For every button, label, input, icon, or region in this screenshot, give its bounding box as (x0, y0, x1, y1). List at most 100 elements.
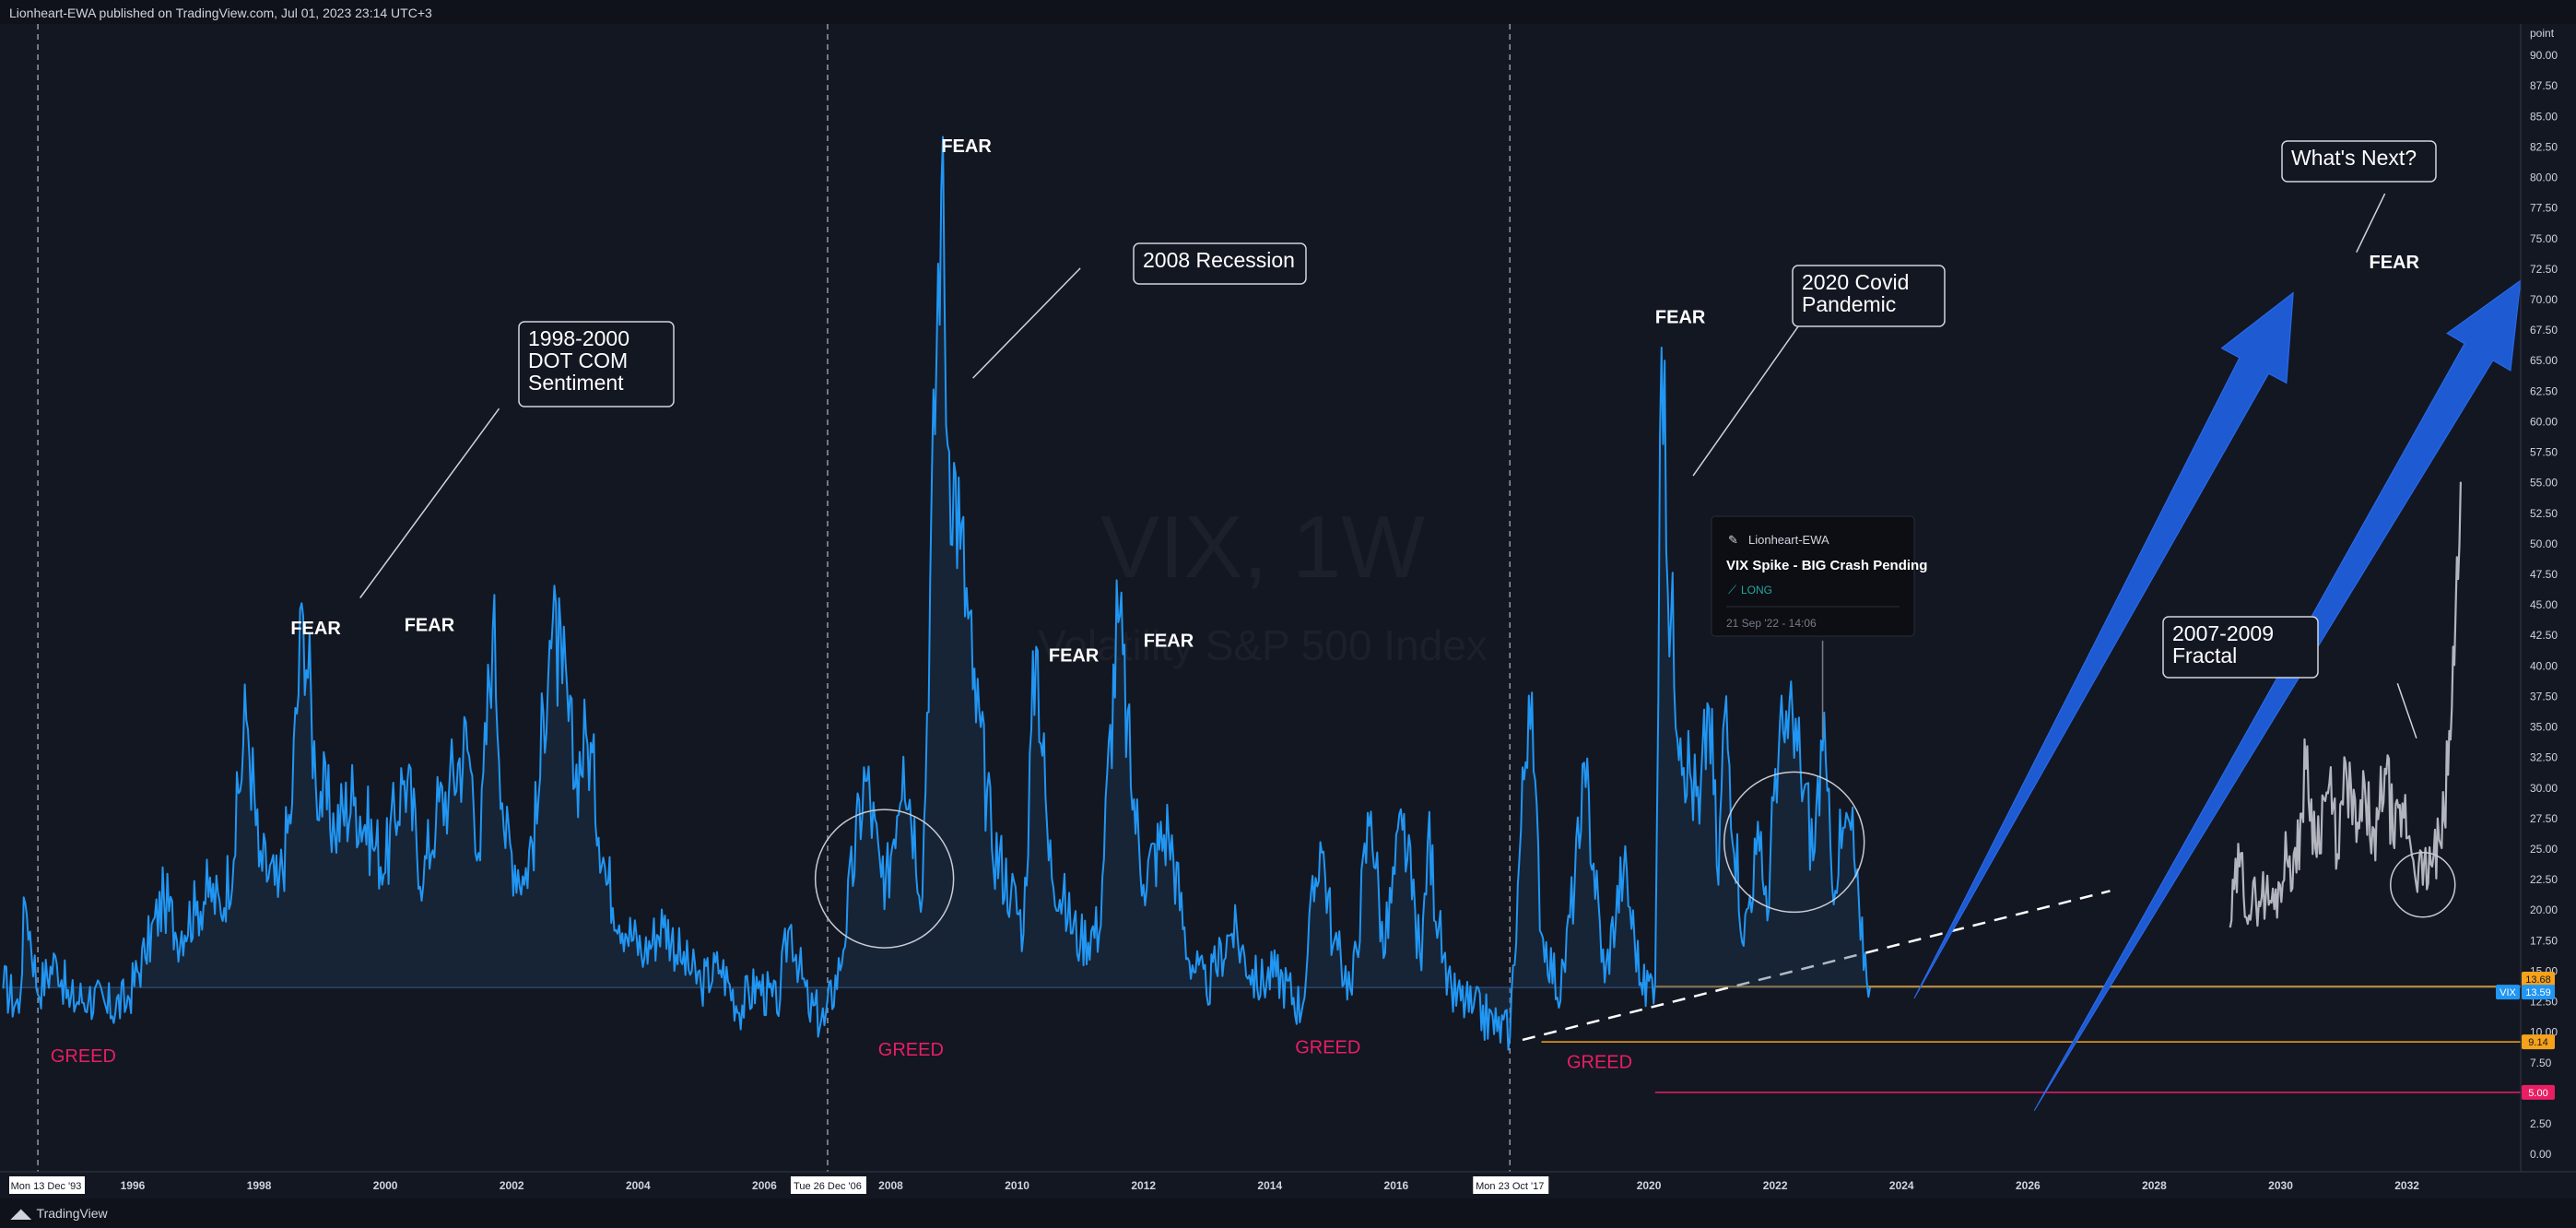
greed-label-7: GREED (51, 1046, 116, 1067)
idea-date: 21 Sep '22 - 14:06 (1726, 617, 1817, 630)
x-tick-2006: 2006 (752, 1179, 777, 1192)
price-label-13-68: 13.68 (2525, 974, 2551, 986)
x-tick-2010: 2010 (1005, 1179, 1029, 1192)
callout-text-0-1: DOT COM (528, 348, 628, 372)
x-tick-1996: 1996 (121, 1179, 146, 1192)
price-label-9-14-bg (2522, 1034, 2555, 1050)
trend-line-dashed (1522, 890, 2111, 1042)
callout-box-1[interactable] (1133, 242, 1307, 285)
y-tick-21: 52.50 (2530, 507, 2558, 520)
watermark-description: Volatility S&P 500 Index (1038, 621, 1488, 669)
y-tick-22: 55.00 (2530, 477, 2558, 490)
idea-author: Lionheart-EWA (1748, 533, 1829, 547)
price-axis[interactable]: 0.002.505.007.5010.0012.5015.0017.5020.0… (2496, 24, 2576, 1172)
y-tick-10: 25.00 (2530, 843, 2558, 856)
x-tick-2014: 2014 (1257, 1179, 1282, 1192)
x-tick-2030: 2030 (2268, 1179, 2293, 1192)
greed-label-8: GREED (878, 1040, 944, 1060)
idea-card[interactable]: ✎ Lionheart-EWA VIX Spike - BIG Crash Pend… (1711, 515, 1927, 637)
callout-text-2-0: 2020 Covid (1802, 270, 1909, 294)
fear-label-3: FEAR (1049, 645, 1100, 666)
greed-label-10: GREED (1567, 1052, 1632, 1072)
time-axis[interactable]: 1996 1998 2000 2002 2004 2006 2008 2010 2012 2014… (0, 1171, 2576, 1198)
y-tick-0: 0.00 (2530, 1148, 2552, 1161)
idea-title: VIX Spike - BIG Crash Pending (1726, 558, 1927, 573)
y-tick-13: 32.50 (2530, 751, 2558, 764)
fear-label-4: FEAR (1144, 631, 1194, 651)
y-tick-25: 62.50 (2530, 384, 2558, 397)
y-tick-31: 77.50 (2530, 202, 2558, 215)
callout-text-4-0: 2007-2009 (2172, 621, 2274, 645)
date-separator-lines (37, 24, 1511, 1172)
circle-2022-base (1723, 771, 1865, 914)
y-tick-12: 30.00 (2530, 782, 2558, 795)
y-tick-16: 40.00 (2530, 659, 2558, 672)
x-tick-2022: 2022 (1763, 1179, 1788, 1192)
vix-chart[interactable]: VIX, 1W Volatility S&P 500 Index FEAR FEA… (0, 24, 2576, 1198)
x-tick-1998: 1998 (247, 1179, 272, 1192)
y-tick-17: 42.50 (2530, 629, 2558, 642)
price-label-5-00-bg (2522, 1084, 2555, 1100)
y-tick-36: 90.00 (2530, 49, 2558, 62)
fear-label-0: FEAR (290, 619, 341, 639)
fractal-series-line (2229, 481, 2462, 928)
vix-series-line (2, 136, 1871, 1051)
vix-tag-bg (2496, 985, 2520, 1000)
callout-text-1-0: 2008 Recession (1143, 248, 1295, 272)
x-tick-2028: 2028 (2142, 1179, 2167, 1192)
footer-bar: ◢◣ TradingView (0, 1198, 2576, 1228)
idea-tag: LONG (1741, 584, 1772, 596)
x-tick-2020: 2020 (1637, 1179, 1662, 1192)
price-label-13-68-bg (2522, 971, 2555, 986)
callout-box-3[interactable] (2281, 140, 2437, 183)
greed-label-9: GREED (1295, 1038, 1360, 1058)
vix-tag-label: VIX (2500, 987, 2516, 998)
circle-2008-base (814, 809, 955, 949)
circle-fractal-base (2390, 852, 2456, 918)
price-lines (3, 890, 2521, 1093)
y-tick-20: 50.00 (2530, 537, 2558, 550)
y-tick-33: 82.50 (2530, 140, 2558, 153)
date-marker-2: Mon 23 Oct '17 (1476, 1181, 1544, 1192)
fear-label-6: FEAR (2369, 253, 2419, 273)
labels-layer: FEAR FEAR FEAR FEAR FEAR FEAR FEAR GREED GREED GR… (51, 136, 2420, 1072)
y-tick-32: 80.00 (2530, 171, 2558, 184)
callout-text-0-0: 1998-2000 (528, 326, 629, 350)
arrow-up-left (1913, 291, 2294, 999)
y-tick-7: 17.50 (2530, 934, 2558, 947)
y-tick-23: 57.50 (2530, 446, 2558, 459)
idea-tag-icon: ⟋ (1728, 583, 1737, 596)
x-tick-2024: 2024 (1889, 1179, 1914, 1192)
fear-label-5: FEAR (1655, 307, 1706, 327)
callout-box-2[interactable] (1792, 265, 1946, 327)
callout-box-0[interactable] (518, 321, 675, 407)
idea-author-icon: ✎ (1728, 533, 1738, 547)
vix-area-fill (3, 136, 1870, 1050)
series-layer (2, 136, 2462, 1051)
x-tick-2012: 2012 (1131, 1179, 1156, 1192)
callout-text-4-1: Fractal (2172, 644, 2237, 667)
y-tick-8: 20.00 (2530, 903, 2558, 916)
callout-pointer-1 (972, 267, 1081, 379)
callout-pointer-0 (359, 407, 500, 598)
date-marker-bg-0 (9, 1176, 85, 1194)
y-tick-18: 45.00 (2530, 598, 2558, 611)
date-marker-1: Tue 26 Dec '06 (794, 1181, 862, 1192)
callout-box-4[interactable] (2162, 616, 2319, 679)
tradingview-brand[interactable]: ◢◣ TradingView (11, 1206, 108, 1222)
y-tick-28: 70.00 (2530, 293, 2558, 306)
price-label-9-14: 9.14 (2528, 1037, 2547, 1048)
date-marker-0: Mon 13 Dec '93 (11, 1181, 82, 1192)
x-tick-2002: 2002 (500, 1179, 524, 1192)
fear-label-2: FEAR (941, 136, 992, 157)
y-tick-26: 65.00 (2530, 354, 2558, 367)
y-tick-30: 75.00 (2530, 232, 2558, 245)
callout-text-0-2: Sentiment (528, 371, 624, 395)
x-tick-2000: 2000 (373, 1179, 398, 1192)
callout-text-2-1: Pandemic (1802, 292, 1896, 316)
y-tick-34: 85.00 (2530, 110, 2558, 123)
date-marker-bg-1 (790, 1176, 866, 1194)
fear-label-1: FEAR (405, 615, 455, 635)
watermark-symbol: VIX, 1W (1100, 498, 1425, 596)
